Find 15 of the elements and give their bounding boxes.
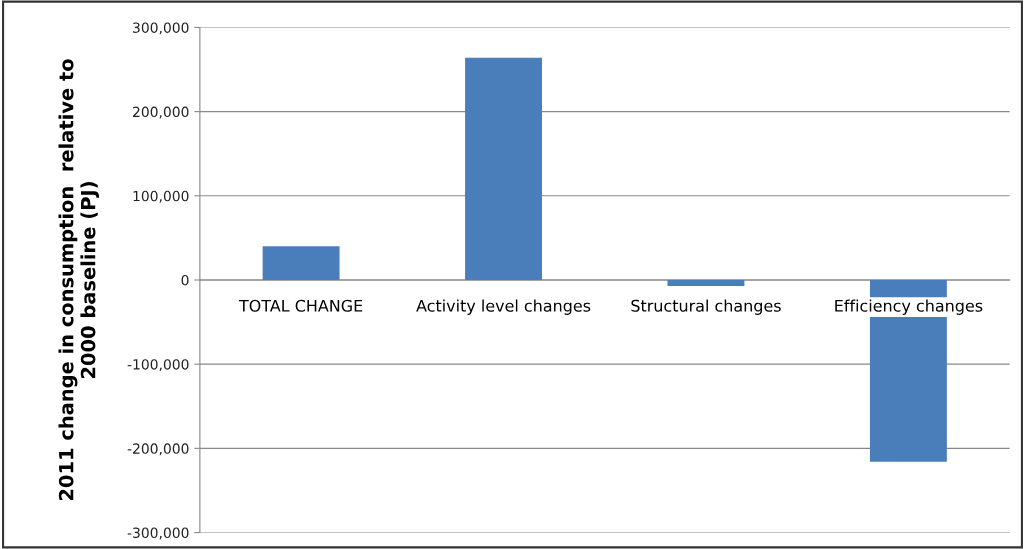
y-tick-label: 200,000 [133, 106, 189, 119]
y-tick-label: -300,000 [127, 527, 189, 540]
y-tick-label: 0 [181, 274, 189, 286]
bar [667, 279, 745, 286]
x-tick-label: Efficiency changes [835, 299, 983, 315]
bar [262, 246, 340, 280]
x-tick-label: Structural changes [631, 299, 781, 315]
x-tick-label: TOTAL CHANGE [238, 299, 363, 312]
x-tick-label: Activity level changes [416, 299, 591, 315]
y-tick-label: -100,000 [127, 359, 189, 372]
bar [465, 57, 542, 280]
y-tick-label: -200,000 [127, 443, 189, 456]
y-tick-label: 300,000 [133, 22, 189, 35]
y-tick-label: 100,000 [133, 190, 189, 203]
y-axis-title: 2011 change in consumption relative to 2000 baseline (PJ) [58, 59, 100, 501]
